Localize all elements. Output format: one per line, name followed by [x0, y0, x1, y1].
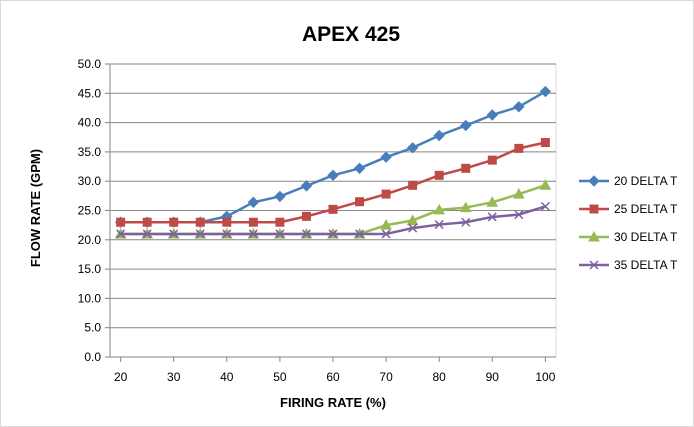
data-point	[462, 164, 470, 172]
data-point	[515, 144, 523, 152]
legend-label: 35 DELTA T	[614, 258, 678, 272]
x-tick-label: 80	[433, 370, 447, 384]
data-point	[461, 121, 471, 131]
x-tick-label: 30	[167, 370, 181, 384]
data-point	[143, 218, 151, 226]
data-point	[196, 218, 204, 226]
y-tick-label: 20.0	[78, 233, 102, 247]
data-point	[276, 218, 284, 226]
data-point	[248, 197, 258, 207]
legend-marker	[589, 176, 599, 186]
legend-entry: 20 DELTA T	[579, 174, 678, 188]
data-point	[488, 156, 496, 164]
legend-label: 20 DELTA T	[614, 174, 678, 188]
data-point	[328, 170, 338, 180]
data-point	[540, 87, 550, 97]
data-point	[382, 190, 390, 198]
legend-entry: 35 DELTA T	[579, 258, 678, 272]
legend-label: 30 DELTA T	[614, 230, 678, 244]
legend-marker	[590, 205, 598, 213]
data-point	[355, 163, 365, 173]
data-point	[301, 181, 311, 191]
y-tick-label: 35.0	[78, 145, 102, 159]
y-tick-label: 40.0	[78, 116, 102, 130]
y-tick-label: 10.0	[78, 291, 102, 305]
series-line	[121, 92, 546, 223]
legend-entry: 30 DELTA T	[579, 230, 678, 244]
y-tick-label: 0.0	[84, 350, 101, 364]
data-point	[302, 212, 310, 220]
data-point	[249, 218, 257, 226]
legend-entry: 25 DELTA T	[579, 202, 678, 216]
y-tick-label: 15.0	[78, 262, 102, 276]
legend: 20 DELTA T 25 DELTA T 30 DELTA T 35 DELTA T	[579, 174, 678, 272]
data-point	[223, 218, 231, 226]
data-point	[275, 191, 285, 201]
data-point	[408, 143, 418, 153]
data-point	[381, 152, 391, 162]
series-layer	[116, 87, 551, 238]
data-point	[434, 130, 444, 140]
data-point	[541, 139, 549, 147]
x-axis-title: FIRING RATE (%)	[280, 395, 386, 410]
y-tick-label: 25.0	[78, 204, 102, 218]
data-point	[409, 181, 417, 189]
y-tick-label: 30.0	[78, 174, 102, 188]
data-point	[329, 205, 337, 213]
x-tick-label: 100	[535, 370, 555, 384]
x-tick-label: 20	[114, 370, 128, 384]
x-tick-label: 50	[273, 370, 287, 384]
data-point	[117, 218, 125, 226]
chart-title: APEX 425	[302, 23, 400, 46]
y-tick-label: 45.0	[78, 86, 102, 100]
legend-label: 25 DELTA T	[614, 202, 678, 216]
data-point	[356, 198, 364, 206]
x-tick-label: 60	[326, 370, 340, 384]
x-tick-label: 40	[220, 370, 234, 384]
data-point	[514, 102, 524, 112]
data-point	[170, 218, 178, 226]
data-point	[435, 171, 443, 179]
x-tick-label: 90	[486, 370, 500, 384]
y-axis-title: FLOW RATE (GPM)	[28, 149, 43, 267]
data-point	[487, 110, 497, 120]
y-tick-label: 50.0	[78, 57, 102, 71]
y-tick-label: 5.0	[84, 321, 101, 335]
grid-lines	[110, 64, 556, 328]
x-tick-label: 70	[379, 370, 393, 384]
